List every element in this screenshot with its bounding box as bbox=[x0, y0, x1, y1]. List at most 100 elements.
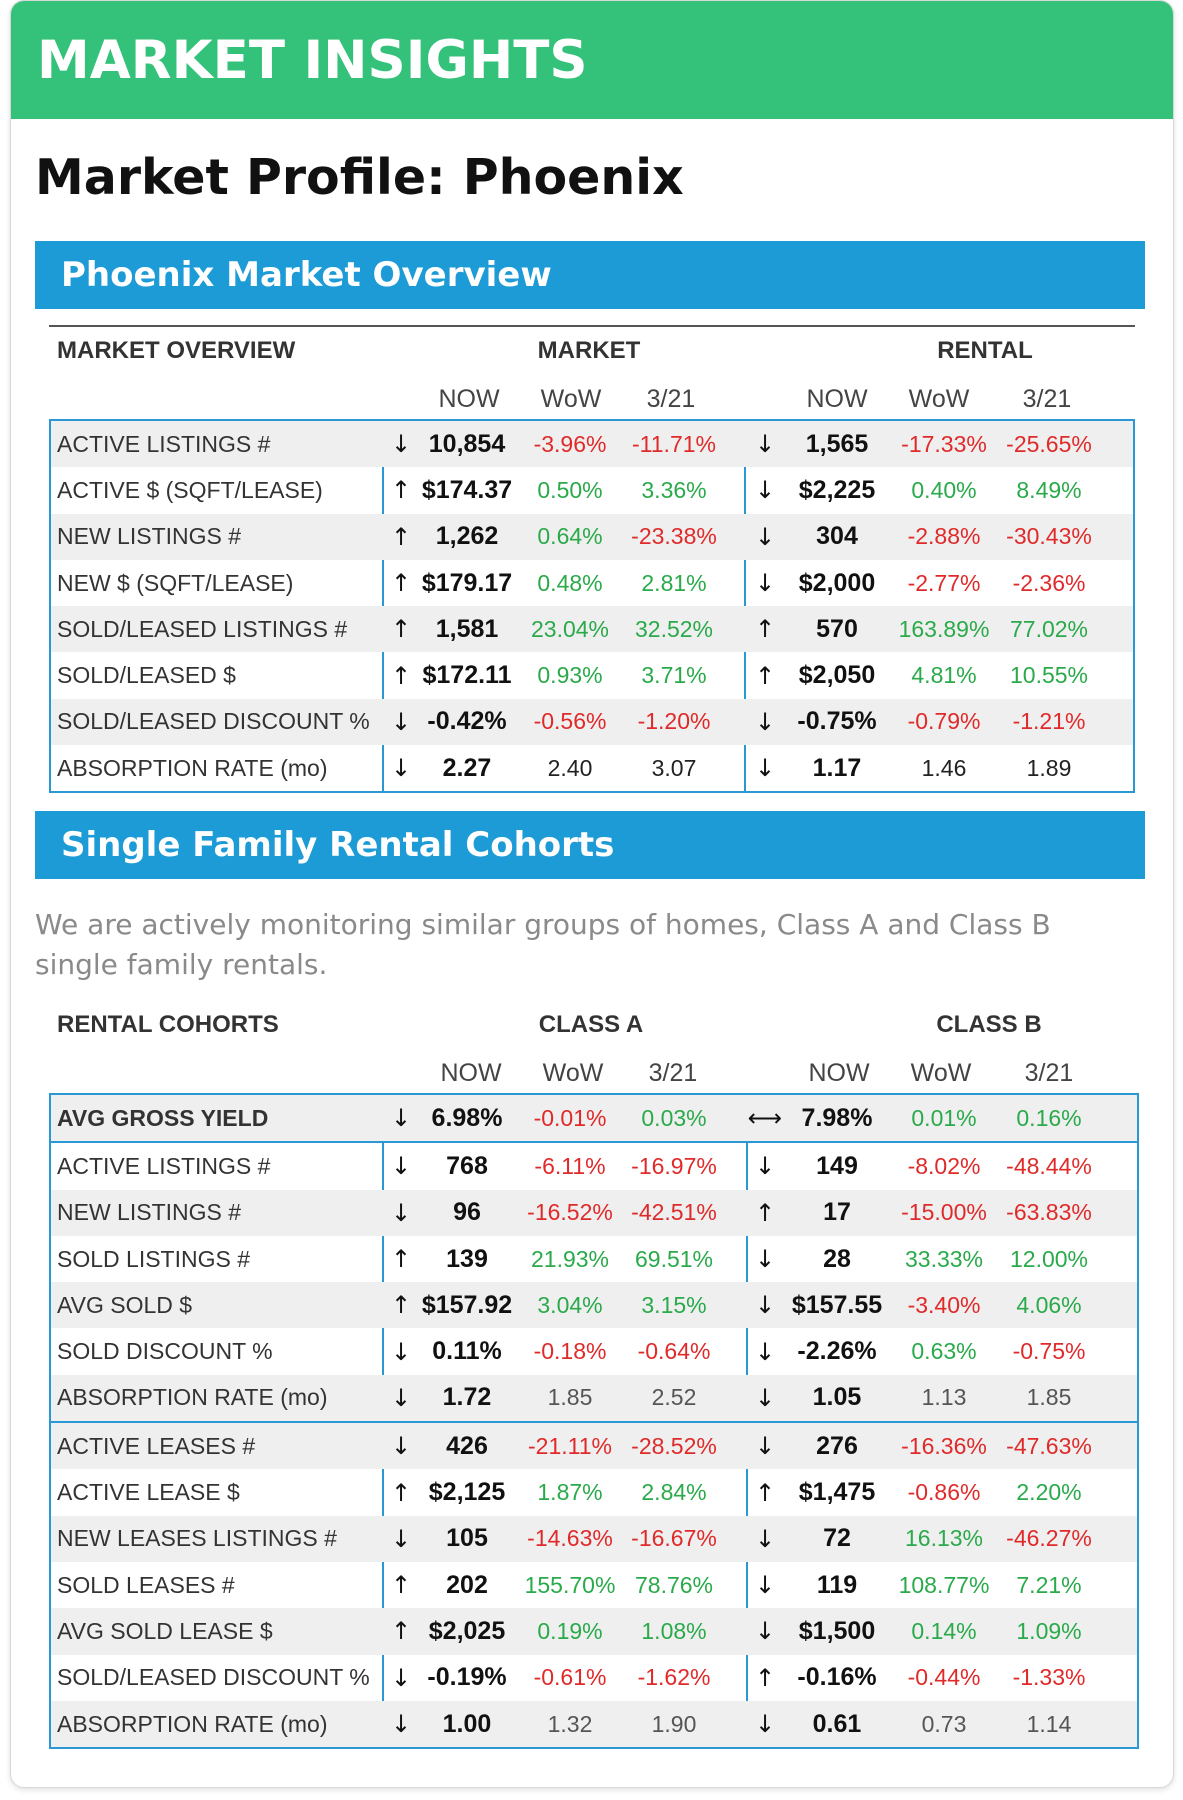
table-row: NEW LISTINGS # ↓ 96 -16.52% -42.51% ↑ 17 -15.00… bbox=[51, 1189, 1137, 1236]
trend-arrow-icon: ↓ bbox=[390, 707, 412, 736]
now-value: 1.72 bbox=[442, 1383, 492, 1412]
trend-arrow-icon: ↓ bbox=[390, 1383, 412, 1412]
overview-grid: ACTIVE LISTINGS # ↓ 10,854 -3.96% -11.71% ↓ 1,… bbox=[49, 419, 1135, 794]
since-3-21-value: -11.71% bbox=[632, 430, 716, 457]
wow-value: -16.36% bbox=[901, 1432, 987, 1459]
wow-value: -2.77% bbox=[907, 569, 981, 596]
cohorts-grid: AVG GROSS YIELD ↓ 6.98% -0.01% 0.03% ⟷ 7.98% 0.… bbox=[49, 1093, 1139, 1750]
trend-arrow-icon: ↓ bbox=[390, 1524, 412, 1553]
now-value: $2,225 bbox=[798, 475, 876, 504]
wow-value: 0.64% bbox=[537, 523, 603, 550]
since-3-21-value: 7.21% bbox=[1016, 1571, 1082, 1598]
wow-value: 0.14% bbox=[911, 1617, 977, 1644]
since-3-21-value: 1.89 bbox=[1026, 754, 1072, 781]
since-3-21-value: 1.14 bbox=[1026, 1710, 1072, 1737]
since-3-21-value: 78.76% bbox=[634, 1571, 713, 1598]
now-value: $2,025 bbox=[428, 1616, 506, 1645]
since-3-21-value: 3.07 bbox=[651, 754, 697, 781]
since-3-21-value: -16.97% bbox=[631, 1152, 717, 1179]
since-3-21-value: -2.36% bbox=[1012, 569, 1086, 596]
trend-arrow-icon: ↓ bbox=[754, 1710, 776, 1738]
since-3-21-value: 4.06% bbox=[1016, 1291, 1082, 1318]
subheader-3-21: 3/21 bbox=[1022, 385, 1072, 413]
table-subheader: NOW WoW 3/21 NOW WoW 3/21 bbox=[49, 1047, 1135, 1093]
trend-arrow-icon: ↑ bbox=[390, 1478, 412, 1507]
trend-arrow-icon: ↓ bbox=[754, 1245, 776, 1274]
wow-value: -2.88% bbox=[907, 523, 981, 550]
table-label: MARKET OVERVIEW bbox=[57, 337, 296, 364]
now-value: 276 bbox=[816, 1431, 858, 1460]
trend-arrow-icon: ↓ bbox=[754, 1337, 776, 1366]
since-3-21-value: 3.15% bbox=[641, 1291, 707, 1318]
row-group-divider bbox=[51, 1141, 1137, 1144]
now-value: 0.11% bbox=[432, 1337, 502, 1366]
trend-arrow-icon: ↑ bbox=[390, 661, 412, 690]
now-value: $1,475 bbox=[798, 1478, 876, 1507]
now-value: 0.61 bbox=[812, 1709, 862, 1738]
now-value: $1,500 bbox=[798, 1616, 876, 1645]
table-subheader: NOW WoW 3/21 NOW WoW 3/21 bbox=[49, 373, 1135, 419]
now-value: 1,262 bbox=[435, 522, 499, 551]
group-b-label: RENTAL bbox=[937, 337, 1033, 364]
table-row: SOLD DISCOUNT % ↓ 0.11% -0.18% -0.64% ↓ -2.26%… bbox=[51, 1328, 1137, 1374]
wow-value: 0.50% bbox=[537, 476, 603, 503]
since-3-21-value: 0.16% bbox=[1016, 1104, 1082, 1131]
column-divider bbox=[746, 1095, 748, 1748]
market-insights-card: MARKET INSIGHTS Market Profile: Phoenix … bbox=[10, 0, 1174, 1788]
since-3-21-value: -28.52% bbox=[631, 1432, 717, 1459]
wow-value: 1.46 bbox=[921, 754, 967, 781]
row-label: ACTIVE LISTINGS # bbox=[57, 430, 271, 457]
wow-value: -0.18% bbox=[533, 1338, 607, 1365]
wow-value: 0.93% bbox=[537, 662, 603, 689]
wow-value: -21.11% bbox=[528, 1432, 612, 1459]
trend-arrow-icon: ↓ bbox=[754, 569, 776, 598]
now-value: $179.17 bbox=[421, 568, 513, 597]
wow-value: 1.13 bbox=[921, 1384, 967, 1411]
wow-value: 0.48% bbox=[537, 569, 603, 596]
since-3-21-value: 77.02% bbox=[1009, 615, 1088, 642]
wow-value: -0.61% bbox=[533, 1664, 607, 1691]
trend-arrow-icon: ↑ bbox=[390, 1571, 412, 1600]
row-label: ABSORPTION RATE (mo) bbox=[57, 1384, 328, 1411]
row-label: SOLD DISCOUNT % bbox=[57, 1338, 273, 1365]
since-3-21-value: 10.55% bbox=[1009, 662, 1088, 689]
now-value: 7.98% bbox=[801, 1103, 873, 1132]
trend-arrow-icon: ↑ bbox=[390, 522, 412, 551]
since-3-21-value: -48.44% bbox=[1006, 1152, 1092, 1179]
row-label: SOLD/LEASED $ bbox=[57, 662, 236, 689]
table-row: ACTIVE LEASES # ↓ 426 -21.11% -28.52% ↓ 276 -16… bbox=[51, 1423, 1137, 1470]
trend-arrow-icon: ↑ bbox=[754, 1198, 776, 1227]
row-label: NEW LISTINGS # bbox=[57, 1199, 242, 1226]
now-value: -2.26% bbox=[797, 1337, 877, 1366]
row-group-divider bbox=[51, 1421, 1137, 1424]
cohorts-intro: We are actively monitoring similar group… bbox=[35, 908, 1051, 981]
overview-rows: ACTIVE LISTINGS # ↓ 10,854 -3.96% -11.71% ↓ 1,… bbox=[51, 421, 1133, 791]
wow-value: 1.85 bbox=[547, 1384, 593, 1411]
yield-rows: AVG GROSS YIELD ↓ 6.98% -0.01% 0.03% ⟷ 7.98% 0.… bbox=[51, 1095, 1137, 1142]
wow-value: 21.93% bbox=[530, 1245, 609, 1272]
trend-arrow-icon: ↓ bbox=[754, 1152, 776, 1181]
now-value: 139 bbox=[446, 1244, 488, 1273]
trend-arrow-icon: ↑ bbox=[754, 661, 776, 690]
since-3-21-value: -46.27% bbox=[1006, 1525, 1092, 1552]
now-value: $174.37 bbox=[421, 475, 513, 504]
now-value: 96 bbox=[453, 1198, 481, 1227]
now-value: $2,125 bbox=[428, 1478, 506, 1507]
trend-arrow-icon: ↓ bbox=[390, 1152, 412, 1181]
wow-value: -16.52% bbox=[527, 1199, 613, 1226]
row-label: AVG SOLD $ bbox=[57, 1291, 193, 1318]
trend-arrow-icon: ↓ bbox=[390, 1337, 412, 1366]
table-row: NEW LISTINGS # ↑ 1,262 0.64% -23.38% ↓ 304 -2.8… bbox=[51, 513, 1133, 560]
now-value: 570 bbox=[816, 614, 858, 643]
page-title: Market Profile: Phoenix bbox=[35, 149, 684, 206]
trend-arrow-icon: ↓ bbox=[754, 522, 776, 551]
now-value: 6.98% bbox=[431, 1103, 503, 1132]
table-label: RENTAL COHORTS bbox=[57, 1011, 279, 1038]
table-row: SOLD/LEASED LISTINGS # ↑ 1,581 23.04% 32.52%… bbox=[51, 606, 1133, 653]
table-row: ACTIVE LISTINGS # ↓ 10,854 -3.96% -11.71% ↓ 1,… bbox=[51, 421, 1133, 468]
now-value: $2,000 bbox=[798, 568, 876, 597]
now-value: -0.42% bbox=[427, 707, 507, 736]
trend-arrow-icon: ↓ bbox=[390, 1663, 412, 1692]
trend-arrow-icon: ↓ bbox=[390, 1198, 412, 1227]
trend-arrow-icon: ↑ bbox=[390, 615, 412, 644]
